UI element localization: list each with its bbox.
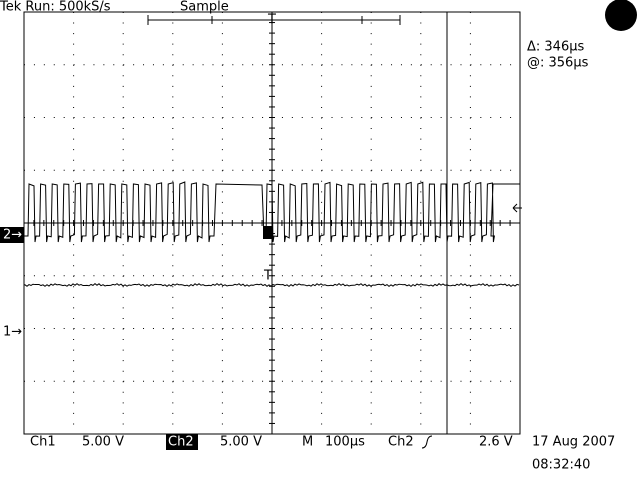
ch2-label: Ch2 <box>168 435 194 450</box>
timebase: 100µs <box>325 435 365 450</box>
ch1-scale: 5.00 V <box>82 435 124 450</box>
trigger-level-arrow <box>512 203 522 213</box>
trigger-position: T <box>267 13 276 28</box>
ch1-label: Ch1 <box>30 435 56 450</box>
record-bar <box>147 15 401 25</box>
trigger-level: 2.6 V <box>479 435 513 450</box>
time: 08:32:40 <box>532 458 590 473</box>
cursor-at: @: 356µs <box>527 56 589 71</box>
acq-mode: Sample <box>180 0 229 15</box>
trigger-source: Ch2 <box>388 435 414 450</box>
cursor-delta: Δ: 346µs <box>527 40 584 55</box>
trigger-slope <box>421 435 433 449</box>
ch2-marker: 2→ <box>3 228 22 243</box>
ch1-trigger-marker: T <box>263 269 272 284</box>
ch1-trace <box>23 282 520 288</box>
date: 17 Aug 2007 <box>532 435 615 450</box>
timebase-label: M <box>302 435 313 450</box>
ch2-marker-box <box>0 227 24 243</box>
status: Tek Run: 500kS/s <box>0 0 111 15</box>
status-indicator <box>605 0 637 31</box>
ch2-scale: 5.00 V <box>220 435 262 450</box>
ch2-label-box <box>166 434 198 450</box>
ch2-ground-marker <box>263 226 272 239</box>
ch2-trace <box>24 181 520 243</box>
ch1-marker: 1→ <box>3 325 22 340</box>
graticule-border <box>23 11 521 435</box>
graticule <box>23 11 520 434</box>
